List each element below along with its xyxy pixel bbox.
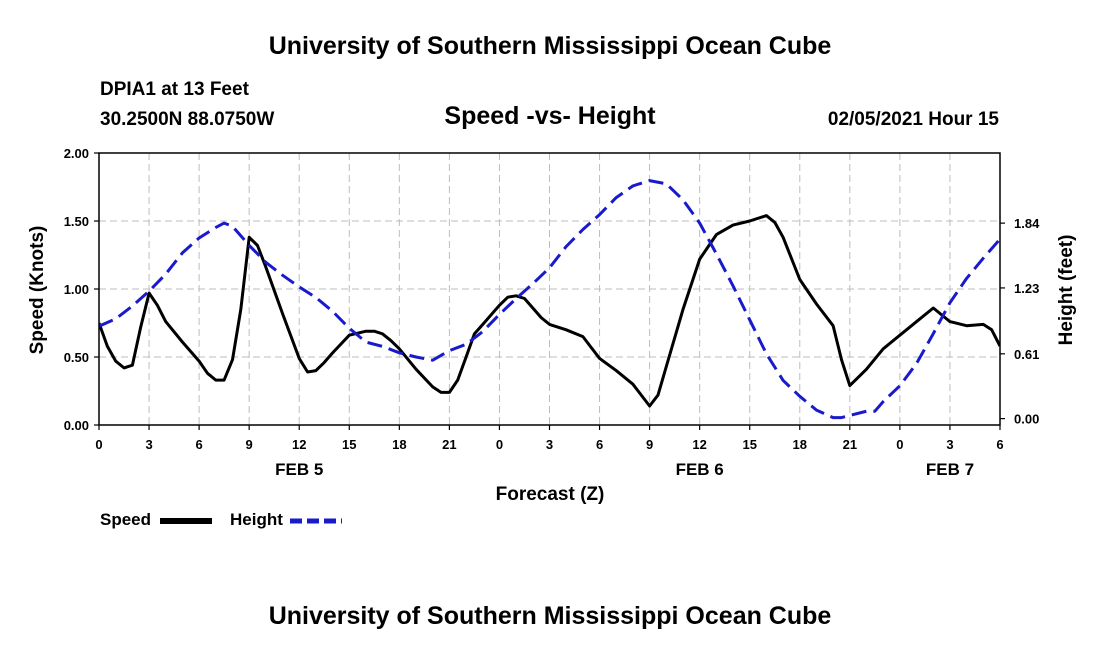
axis-ticks: 0 3 6 9 12 15 18 21 0 3 6 9 12 15 18 21 0 3 6 0.00 0.50 1.00 1… — [64, 146, 1040, 479]
x-tick-label: 12 — [692, 437, 706, 452]
height-series-line — [99, 179, 1000, 420]
x-tick-label: 3 — [145, 437, 152, 452]
x-tick-label: 3 — [946, 437, 953, 452]
x-tick-label: 18 — [392, 437, 406, 452]
timestamp: 02/05/2021 Hour 15 — [828, 109, 1000, 130]
x-tick-label: 0 — [95, 437, 102, 452]
y-tick-label: 0.00 — [64, 418, 89, 433]
date-label: FEB 5 — [275, 460, 323, 479]
y2-tick-label: 1.84 — [1014, 216, 1040, 231]
legend: Speed Height — [100, 510, 342, 529]
station-name: DPIA1 at 13 Feet — [100, 79, 250, 100]
chart-title: Speed -vs- Height — [444, 102, 656, 130]
x-tick-label: 15 — [742, 437, 756, 452]
y-tick-label: 1.50 — [64, 214, 89, 229]
y-tick-label: 2.00 — [64, 146, 89, 161]
x-tick-label: 0 — [896, 437, 903, 452]
y2-tick-label: 0.00 — [1014, 412, 1039, 427]
date-label: FEB 7 — [926, 460, 974, 479]
x-tick-label: 9 — [646, 437, 653, 452]
x-tick-label: 21 — [442, 437, 456, 452]
x-tick-label: 15 — [342, 437, 356, 452]
y2-tick-label: 0.61 — [1014, 347, 1039, 362]
x-tick-label: 3 — [546, 437, 553, 452]
speed-series-line — [99, 214, 1000, 408]
x-axis-label: Forecast (Z) — [496, 484, 605, 505]
y-tick-label: 1.00 — [64, 282, 89, 297]
x-tick-label: 12 — [292, 437, 306, 452]
x-tick-label: 21 — [843, 437, 857, 452]
x-tick-label: 6 — [195, 437, 202, 452]
bottom-title: University of Southern Mississippi Ocean… — [269, 602, 832, 630]
date-label: FEB 6 — [676, 460, 724, 479]
station-coords: 30.2500N 88.0750W — [100, 109, 274, 130]
grid — [99, 153, 1000, 425]
y-tick-label: 0.50 — [64, 350, 89, 365]
legend-height-label: Height — [230, 510, 283, 529]
x-tick-label: 0 — [496, 437, 503, 452]
top-title: University of Southern Mississippi Ocean… — [269, 32, 832, 60]
y2-tick-label: 1.23 — [1014, 281, 1039, 296]
legend-speed-label: Speed — [100, 510, 151, 529]
x-tick-label: 9 — [246, 437, 253, 452]
x-tick-label: 18 — [793, 437, 807, 452]
x-tick-label: 6 — [596, 437, 603, 452]
x-tick-label: 6 — [996, 437, 1003, 452]
y2-axis-label: Height (feet) — [1056, 235, 1077, 346]
series-layer — [99, 179, 1000, 420]
y-axis-label: Speed (Knots) — [27, 226, 48, 355]
